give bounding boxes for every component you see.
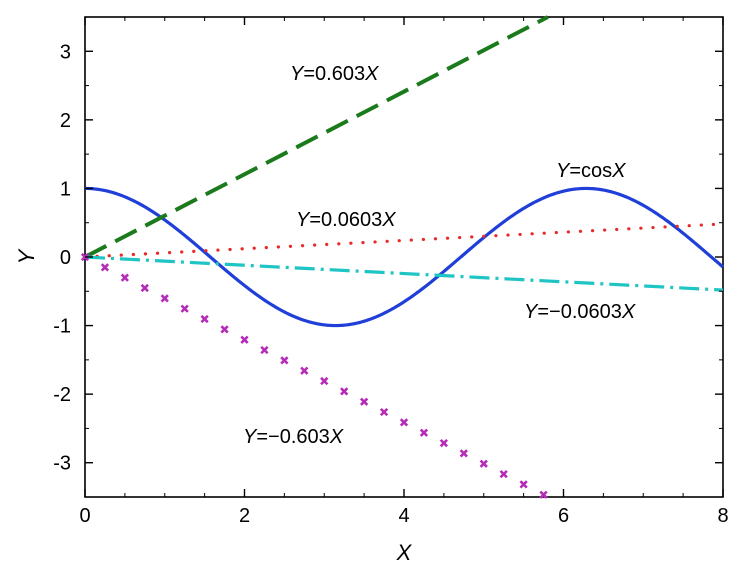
x-tick-label: 4 (398, 505, 409, 527)
series-neg_large-marker (360, 397, 369, 406)
x-axis-label: X (396, 540, 413, 565)
y-tick-label: 1 (60, 178, 71, 200)
y-axis-label: Y (14, 248, 39, 264)
y-tick-label: 2 (60, 110, 71, 132)
series-neg_large-marker (100, 263, 110, 272)
annotation-neg-large: Y=−0.603X (243, 426, 344, 448)
series-pos_small-line (83, 222, 725, 259)
annotation-cos: Y=cosX (556, 160, 626, 182)
series-neg_large-marker (240, 335, 249, 344)
tick-layer: 0 2 4 6 8 -3 -2 -1 0 1 2 3 (53, 16, 729, 527)
series-neg_large-marker (120, 273, 129, 282)
y-tick-label: -1 (53, 316, 71, 338)
series-neg_large-marker (220, 325, 229, 334)
series-cos-line (84, 186, 725, 328)
series-neg_large-marker (200, 314, 209, 324)
plot-frame (84, 16, 724, 498)
y-tick-label: -3 (53, 453, 71, 475)
series-pos_large-line (84, 15, 549, 259)
x-tick-label: 6 (558, 505, 569, 527)
annotation-pos-small: Y=0.0603X (296, 209, 396, 231)
series-neg_large-marker (419, 428, 429, 437)
series-neg_large-marker (160, 294, 169, 303)
series-neg_large-marker (280, 356, 289, 365)
series-neg_large-marker (300, 366, 309, 375)
x-tick-label: 0 (79, 505, 90, 527)
x-tick-label: 2 (239, 505, 250, 527)
series-neg_large-marker (379, 407, 389, 417)
series-neg_large-marker (539, 490, 548, 499)
y-tick-label: 3 (60, 41, 71, 63)
x-tick-label: 8 (717, 505, 728, 527)
series-neg_large-marker (260, 345, 269, 355)
series-layer (80, 15, 725, 499)
y-tick-label: -2 (53, 384, 71, 406)
series-neg_large-marker (140, 283, 149, 293)
annotation-neg-small: Y=−0.0603X (524, 301, 636, 323)
series-neg_large-markers (80, 252, 548, 499)
series-neg_large-marker (340, 387, 349, 396)
series-neg_large-marker (479, 459, 488, 468)
series-neg_large-marker (459, 449, 468, 458)
annotation-pos-large: Y=0.603X (290, 63, 379, 85)
series-neg_large-marker (399, 418, 409, 427)
series-neg_large-marker (180, 304, 189, 313)
y-tick-label: 0 (60, 247, 71, 269)
series-neg_small-line (84, 255, 724, 292)
series-neg_large-marker (320, 376, 329, 386)
series-neg_large-marker (499, 469, 508, 479)
series-neg_large-marker (439, 438, 448, 448)
series-neg_large-marker (519, 480, 528, 489)
